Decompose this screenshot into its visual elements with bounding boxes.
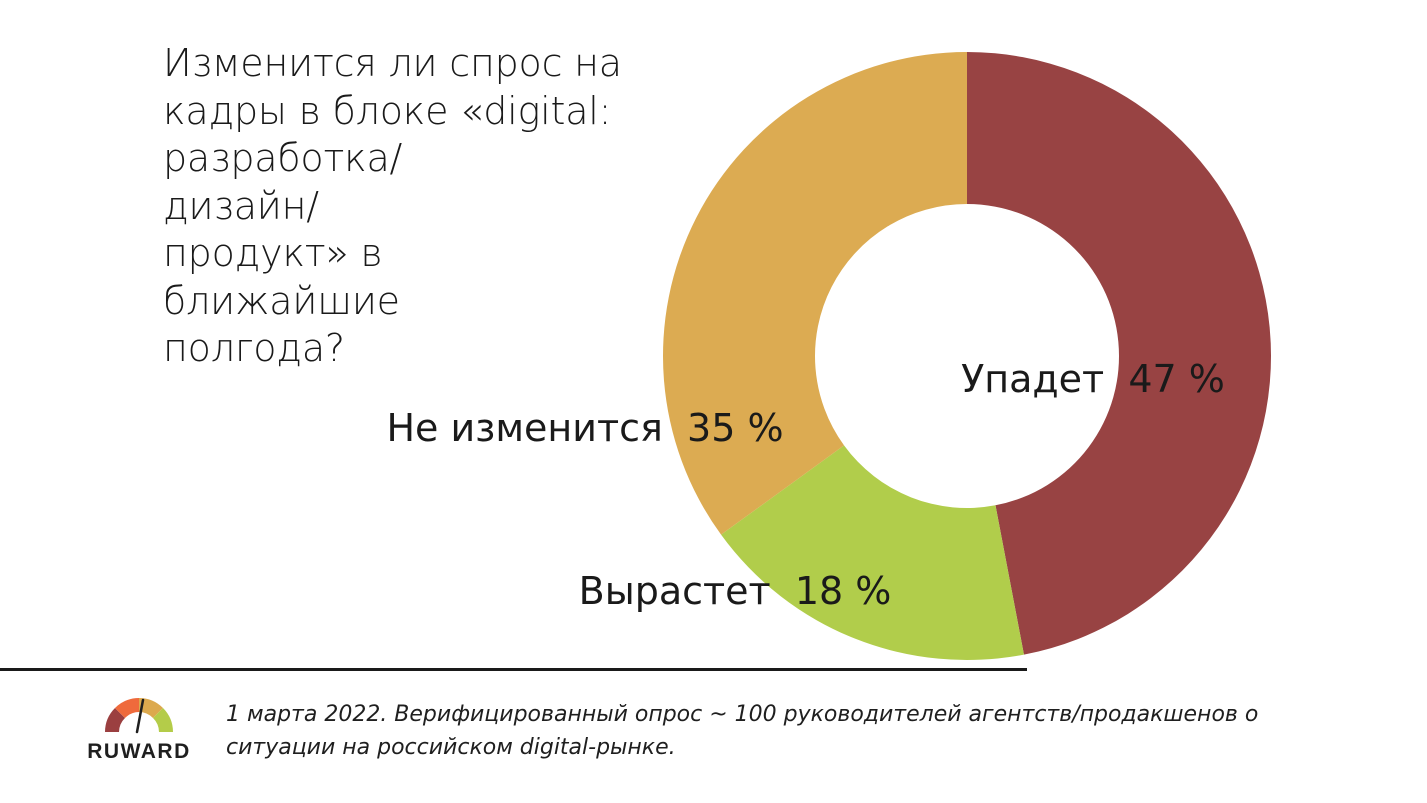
ruward-logo: RUWARD [80,694,198,774]
slice-label-3: Не изменится 35 % [386,406,783,450]
slice-label-value: 18 % [795,569,892,613]
survey-footnote: 1 марта 2022. Верифицированный опрос ~ 1… [226,702,1259,760]
slice-label-value: 47 % [1128,357,1225,401]
gauge-segment-2 [115,698,139,718]
gauge-icon [105,698,173,734]
slice-label-name: Не изменится [386,406,687,450]
donut-slice-2 [721,445,1024,660]
slice-label-value: 35 % [687,406,784,450]
donut-slice-1 [967,52,1271,655]
donut-slices [663,52,1271,660]
gauge-segment-1 [105,708,125,732]
logo-text: RUWARD [87,740,191,763]
footer-divider [0,668,1027,671]
gauge-segment-3 [139,698,163,718]
slice-label-2: Вырастет 18 % [579,569,892,613]
chart-title: Изменится ли спрос на кадры в блоке «dig… [163,41,622,370]
donut-slice-3 [663,52,967,535]
slice-label-name: Вырастет [579,569,795,613]
gauge-segment-4 [153,708,173,732]
slice-label-1: Упадет 47 % [961,357,1225,401]
gauge-needle [135,698,145,734]
donut-labels: Упадет 47 % Вырастет 18 % Не изменится 35 … [386,357,1224,613]
slice-label-name: Упадет [961,357,1128,401]
